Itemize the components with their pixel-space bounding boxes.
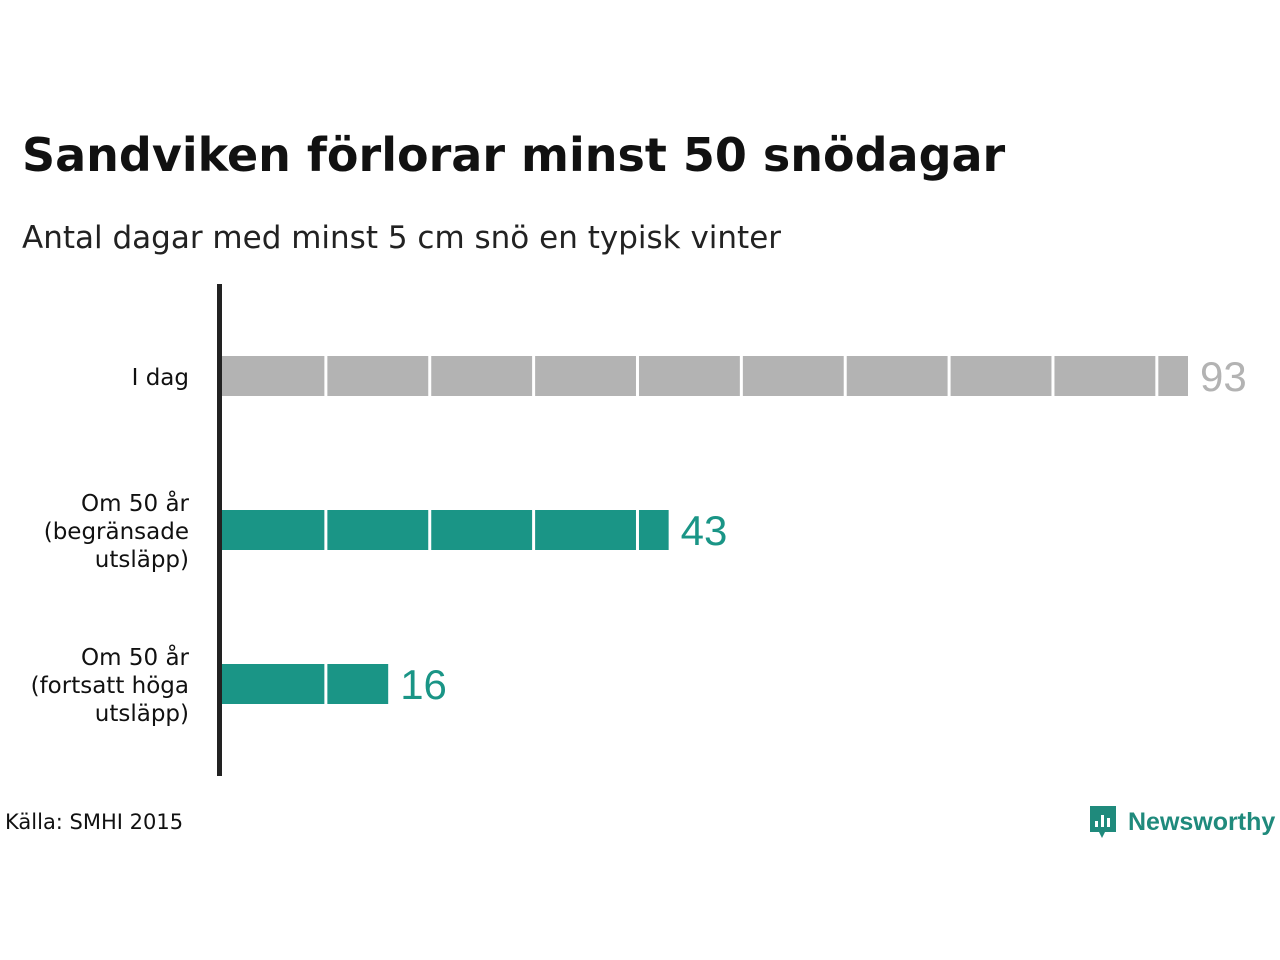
category-label: (fortsatt höga <box>31 673 189 699</box>
category-label: utsläpp) <box>95 547 189 573</box>
category-label: Om 50 år <box>81 643 189 671</box>
category-label: (begränsade <box>44 519 189 545</box>
bar <box>222 356 1188 396</box>
chart-title: Sandviken förlorar minst 50 snödagar <box>22 128 1006 182</box>
bar-value-label: 93 <box>1200 353 1247 400</box>
bar-value-label: 43 <box>681 507 728 554</box>
category-label: I dag <box>132 365 189 391</box>
source-note: Källa: SMHI 2015 <box>5 810 184 834</box>
newsworthy-logo: Newsworthy <box>1088 804 1275 840</box>
brand-name: Newsworthy <box>1128 807 1276 836</box>
category-label: utsläpp) <box>95 701 189 727</box>
bar-value-label: 16 <box>400 661 447 708</box>
bar <box>222 664 389 704</box>
bar <box>222 510 669 550</box>
newsworthy-logo-icon <box>1088 804 1118 840</box>
category-label: Om 50 år <box>81 489 189 517</box>
chart-subtitle: Antal dagar med minst 5 cm snö en typisk… <box>22 220 782 256</box>
